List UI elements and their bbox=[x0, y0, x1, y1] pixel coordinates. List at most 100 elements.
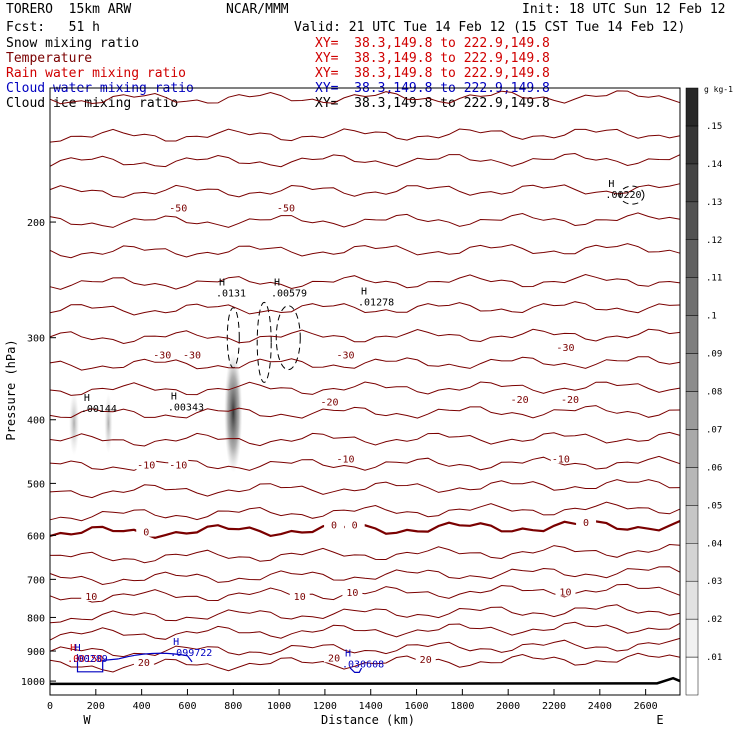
isotherm-label-bg bbox=[335, 452, 356, 464]
isotherm-label: 20 bbox=[328, 653, 340, 664]
colorbar-tick-label: .01 bbox=[706, 653, 722, 663]
maximum-value: .01278 bbox=[358, 297, 394, 308]
colorbar-segment bbox=[685, 543, 699, 582]
maximum-marker: H bbox=[361, 286, 367, 297]
isotherm-label: 0 bbox=[583, 518, 589, 529]
isotherm-label-bg bbox=[152, 348, 173, 360]
cloud-water-contour bbox=[349, 667, 363, 673]
maximum-marker: H bbox=[84, 393, 90, 404]
cloud-ice-contour bbox=[275, 305, 301, 371]
x-tick-label: 2600 bbox=[634, 701, 658, 712]
colorbar-tick-label: .05 bbox=[706, 501, 722, 511]
isotherm-label-bg bbox=[555, 585, 576, 597]
y-tick-label: 800 bbox=[27, 613, 45, 624]
snow-shade bbox=[69, 391, 80, 456]
isotherm-label: 0 bbox=[331, 521, 337, 532]
cloud-ice-contour bbox=[256, 301, 272, 383]
y-tick-label: 700 bbox=[27, 575, 45, 586]
isotherm-line bbox=[49, 637, 681, 658]
valid-time: Valid: 21 UTC Tue 14 Feb 12 (15 CST Tue … bbox=[294, 20, 686, 35]
maximum-value: .030608 bbox=[342, 659, 384, 670]
colorbar-tick-label: .13 bbox=[706, 198, 722, 208]
maximum-marker: H bbox=[70, 643, 76, 654]
maximum-value: .00289 bbox=[72, 654, 108, 665]
isotherm-label-bg bbox=[275, 201, 296, 213]
isotherm-label-bg bbox=[133, 655, 154, 667]
east-label: E bbox=[656, 713, 663, 727]
x-tick-label: 1800 bbox=[450, 701, 474, 712]
x-axis-title: Distance (km) bbox=[321, 713, 415, 727]
colorbar-tick-label: .04 bbox=[706, 539, 722, 549]
maximum-value: .0131 bbox=[216, 289, 246, 300]
isotherm-label-bg bbox=[342, 586, 363, 598]
isotherm-label: 0 bbox=[352, 521, 358, 532]
colorbar-tick-label: .09 bbox=[706, 350, 722, 360]
isotherm-label-bg bbox=[182, 348, 203, 360]
isotherm-line bbox=[49, 501, 681, 522]
field-snow-name: Snow mixing ratio bbox=[6, 36, 140, 51]
colorbar-tick-label: .15 bbox=[706, 122, 722, 132]
maximum-value: .099722 bbox=[170, 648, 212, 659]
center-label: NCAR/MMM bbox=[226, 2, 289, 17]
isotherm-label: -10 bbox=[552, 454, 570, 465]
isotherm-line bbox=[49, 301, 681, 316]
isotherm-label-bg bbox=[344, 518, 365, 530]
isotherm-label: -20 bbox=[511, 395, 529, 406]
colorbar-unit: g kg-1 bbox=[704, 85, 733, 94]
isotherm-label-bg bbox=[168, 458, 189, 470]
maximum-value: .00579 bbox=[271, 289, 307, 300]
isotherm-label: -50 bbox=[169, 203, 187, 214]
colorbar-tick-label: .07 bbox=[706, 425, 722, 435]
maximum-marker: H bbox=[75, 643, 81, 654]
colorbar-segment bbox=[685, 618, 699, 658]
isotherm-label: 0 bbox=[143, 528, 149, 539]
isotherm-label: 10 bbox=[346, 588, 358, 599]
isotherm-label: 20 bbox=[138, 658, 150, 669]
colorbar-segment bbox=[685, 505, 699, 544]
colorbar-tick-label: .08 bbox=[706, 388, 722, 398]
x-tick-label: 800 bbox=[224, 701, 242, 712]
isotherm-line bbox=[49, 621, 681, 641]
x-tick-label: 1600 bbox=[404, 701, 428, 712]
isotherm-line bbox=[49, 273, 681, 290]
isotherm-label: 10 bbox=[85, 592, 97, 603]
isotherm-line bbox=[49, 479, 681, 499]
isotherm-label: -30 bbox=[336, 350, 354, 361]
colorbar-segment bbox=[685, 315, 699, 354]
isotherm-line bbox=[49, 152, 681, 168]
x-tick-label: 0 bbox=[47, 701, 53, 712]
colorbar-segment bbox=[685, 580, 699, 620]
isotherm-label-bg bbox=[550, 452, 571, 464]
isotherm-label: -20 bbox=[320, 397, 338, 408]
maximum-value: .00150 bbox=[67, 654, 103, 665]
forecast-hour: Fcst: 51 h bbox=[6, 20, 100, 35]
maximum-marker: H bbox=[219, 278, 225, 289]
isotherm-line bbox=[49, 566, 681, 586]
isotherm-label-bg bbox=[136, 458, 157, 470]
isotherm-label: -10 bbox=[169, 461, 187, 472]
y-tick-label: 200 bbox=[27, 218, 45, 229]
isotherm-label-bg bbox=[319, 395, 340, 407]
colorbar-segment bbox=[685, 125, 699, 165]
isotherm-line bbox=[49, 183, 681, 198]
isotherm-line bbox=[49, 604, 681, 624]
maximum-marker: H bbox=[345, 648, 351, 659]
x-tick-label: 600 bbox=[178, 701, 196, 712]
y-tick-label: 500 bbox=[27, 479, 45, 490]
x-tick-label: 1000 bbox=[267, 701, 291, 712]
field-rain-name: Rain water mixing ratio bbox=[6, 66, 187, 81]
colorbar-segment bbox=[685, 656, 699, 696]
terrain-line bbox=[49, 676, 681, 686]
isotherm-line bbox=[49, 356, 681, 371]
isotherm-label-bg bbox=[576, 515, 597, 527]
field-rain-range: XY= 38.3,149.8 to 222.9,149.8 bbox=[315, 66, 550, 81]
y-tick-label: 900 bbox=[27, 647, 45, 658]
colorbar-segment bbox=[685, 239, 699, 278]
colorbar-segment bbox=[685, 467, 699, 506]
isotherm-line bbox=[49, 243, 681, 259]
isotherm-label: 10 bbox=[294, 592, 306, 603]
x-tick-label: 2000 bbox=[496, 701, 520, 712]
colorbar-segment bbox=[685, 391, 699, 430]
colorbar-tick-label: .14 bbox=[706, 160, 722, 170]
cloud-water-contour bbox=[76, 654, 119, 673]
